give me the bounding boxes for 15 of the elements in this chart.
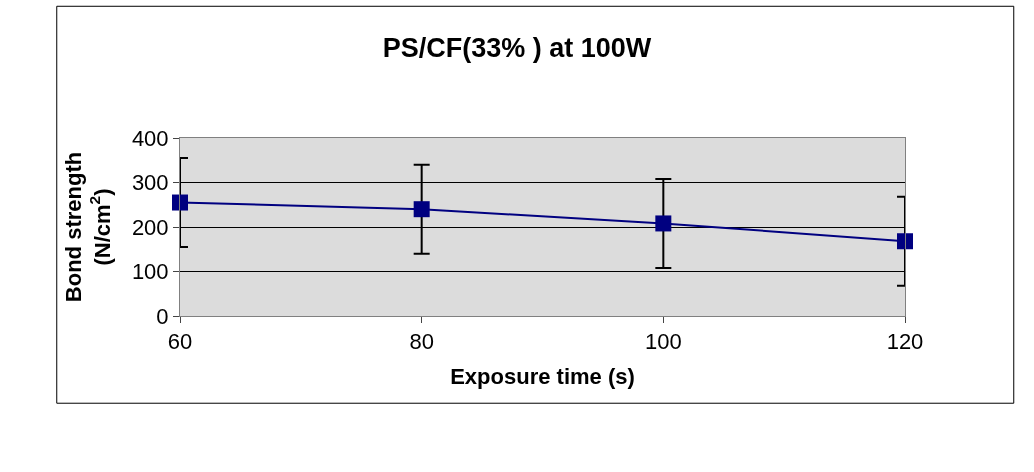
x-tick-label: 60 (167, 329, 193, 355)
x-axis-title: Exposure time (s) (450, 364, 635, 390)
point (172, 194, 188, 211)
point (897, 233, 913, 250)
y-tick-label: 200 (131, 214, 169, 240)
y-tick-label: 300 (131, 170, 169, 196)
x-tick-label: 100 (644, 329, 682, 355)
point (413, 201, 430, 218)
chart-title: PS/CF(33% ) at 100W (382, 32, 652, 63)
point (655, 215, 672, 232)
y-tick-label: 400 (131, 125, 169, 151)
x-tick-label: 80 (409, 329, 434, 355)
y-tick-label: 0 (156, 303, 169, 329)
x-tick-label: 120 (886, 329, 924, 355)
y-tick-label: 100 (131, 259, 169, 285)
